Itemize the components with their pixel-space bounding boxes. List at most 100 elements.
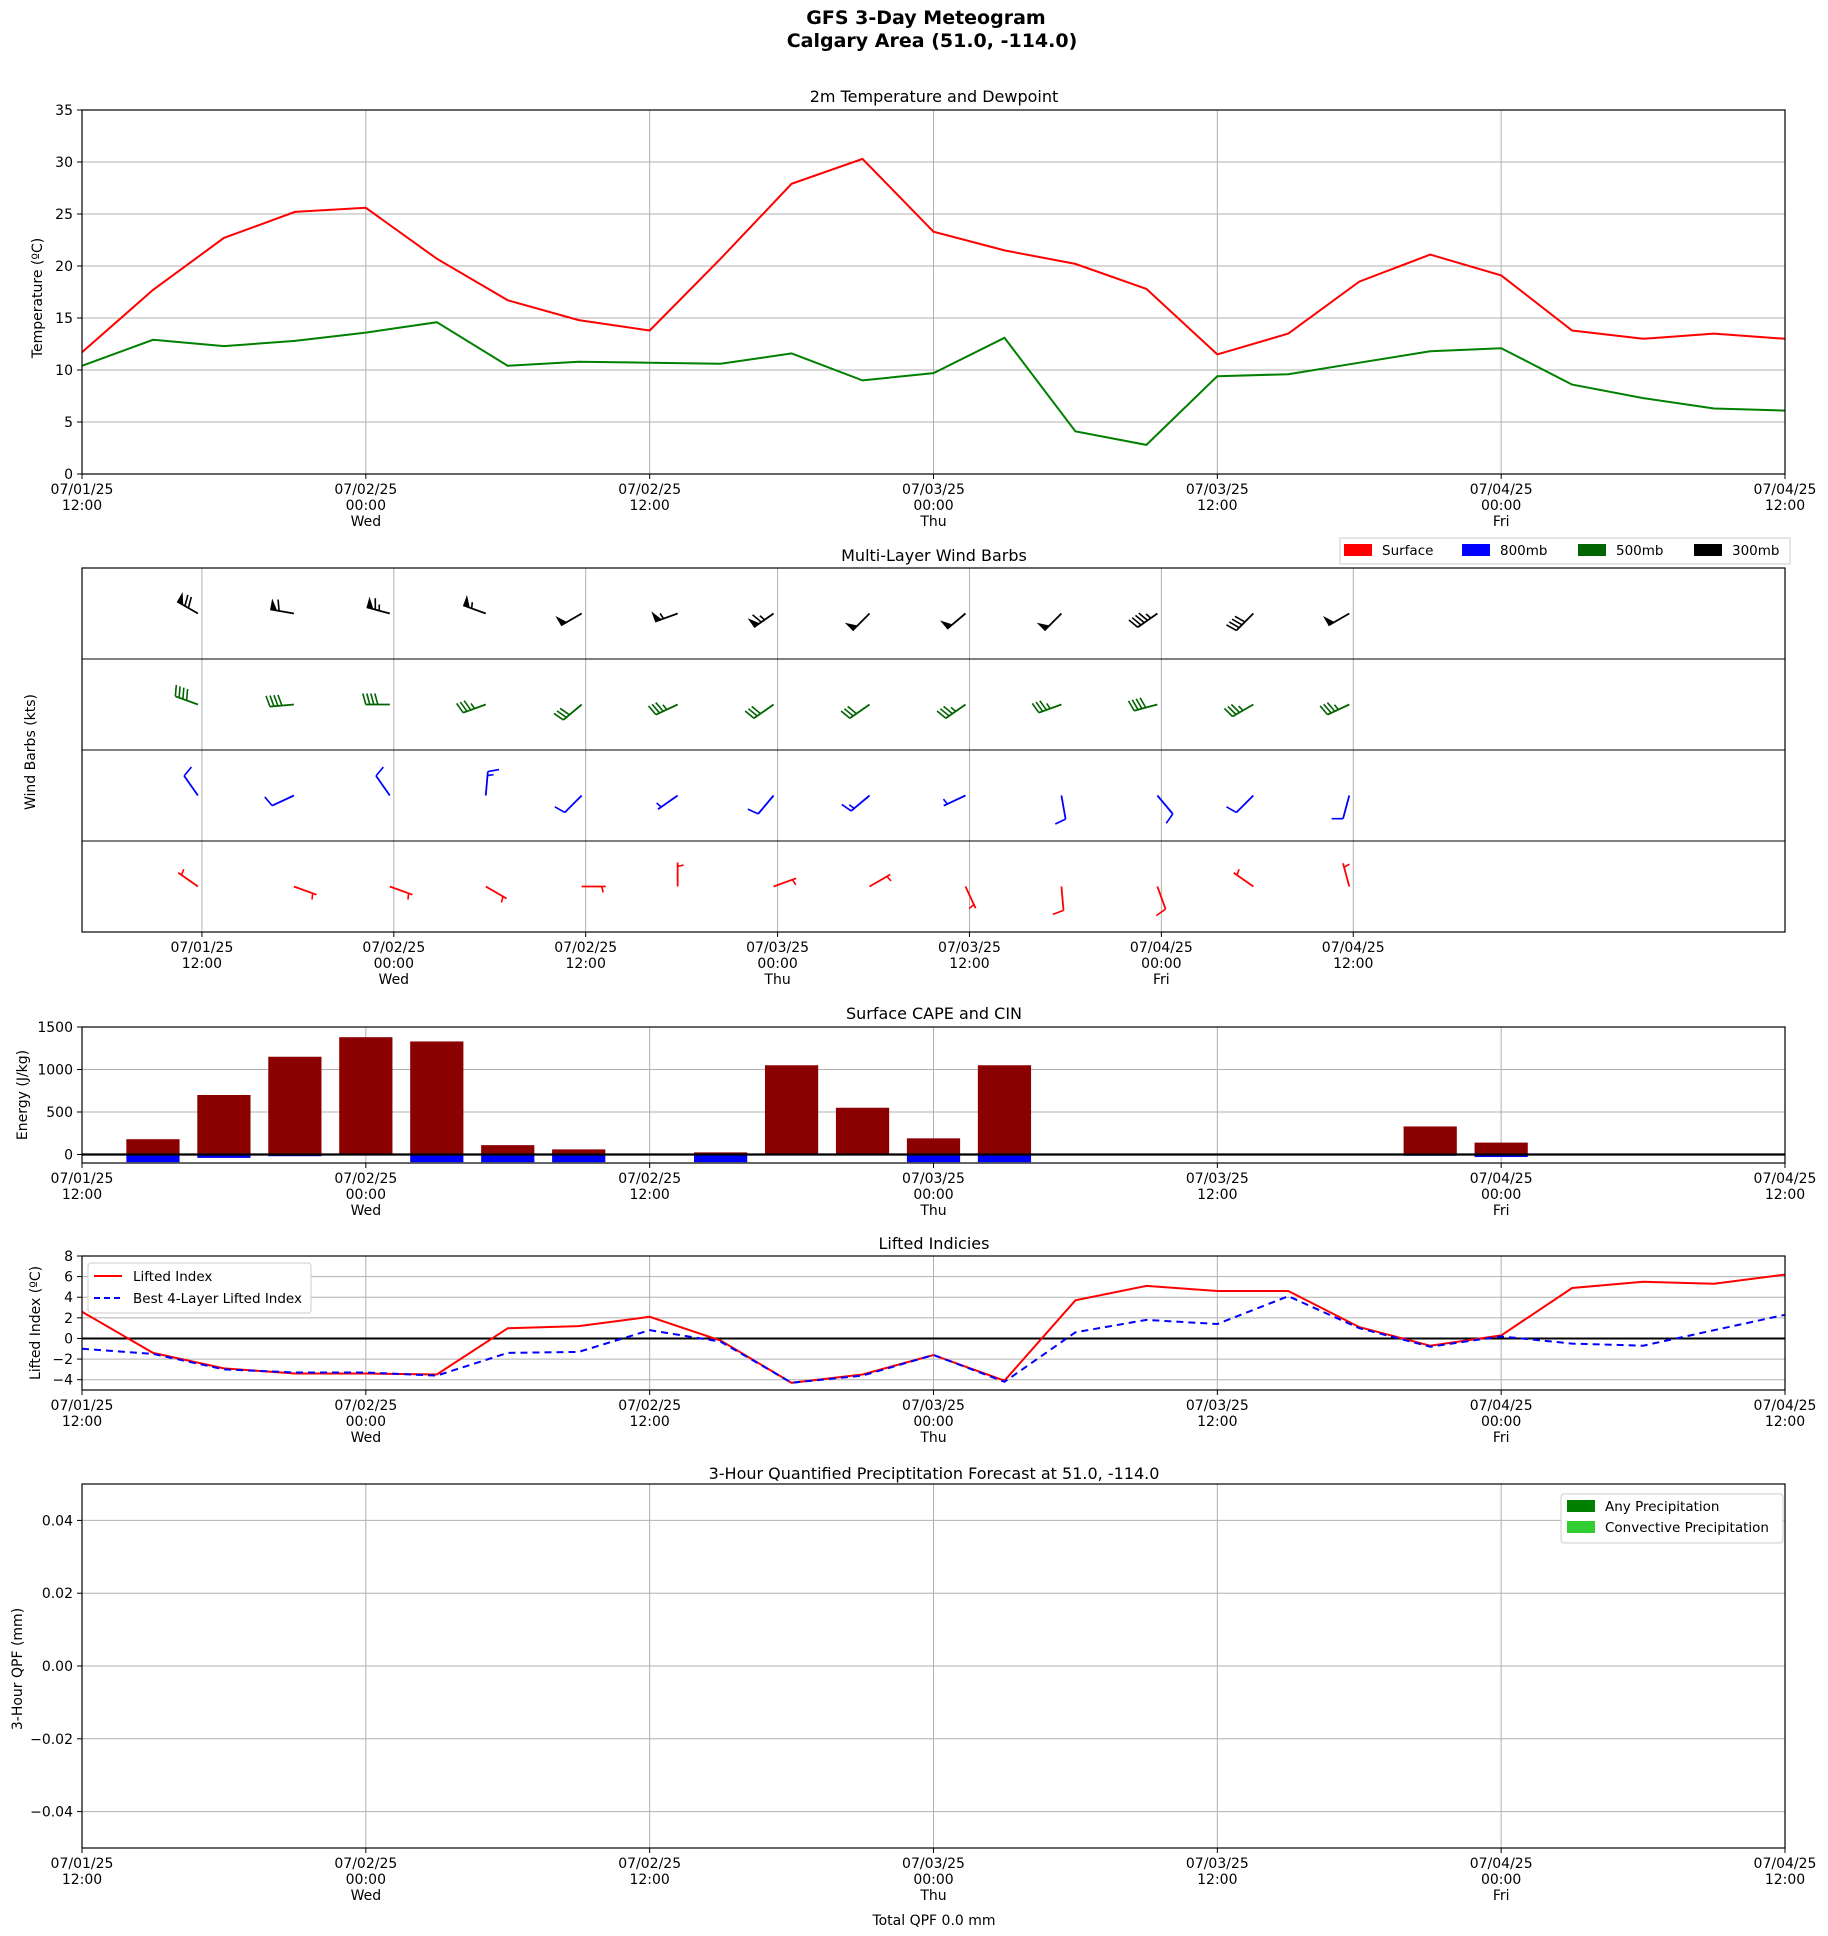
li-ytick-label: 0: [64, 1331, 73, 1347]
cape-ylabel: Energy (J/kg): [15, 1050, 31, 1140]
wind-barb-full: [747, 808, 759, 815]
wind-xtick-time: 12:00: [566, 956, 606, 972]
temp-ytick-label: 30: [55, 155, 73, 171]
wind-barb-full: [559, 707, 570, 716]
wind-barb-500mb: [174, 684, 199, 706]
wind-barb-full: [1134, 614, 1145, 624]
wind-barb-800mb: [264, 794, 295, 807]
temp-ytick-label: 0: [64, 467, 73, 483]
qpf-ytick-label: −0.02: [30, 1732, 73, 1748]
wind-barb-full: [183, 766, 193, 777]
wind-barb-surface: [676, 862, 684, 887]
wind-barb-surface: [581, 885, 606, 893]
cin-bar: [1474, 1154, 1528, 1158]
temperature-line: [81, 157, 1786, 356]
wind-barb-full: [273, 694, 279, 707]
wind-barb-flag: [555, 615, 567, 626]
wind-barb-500mb: [647, 702, 679, 716]
wind-barb-300mb: [555, 612, 583, 627]
wind-barb-full: [264, 796, 273, 807]
wind-frame: [81, 567, 1786, 933]
wind-barb-full: [366, 693, 371, 705]
wind-barb-surface: [485, 885, 507, 903]
wind-barb-half: [500, 896, 504, 903]
wind-barb-shaft: [462, 604, 487, 615]
lifted-index-panel-title: Lifted Indicies: [879, 1234, 990, 1253]
wind-barb-surface: [964, 886, 977, 910]
wind-barb-full: [1223, 707, 1234, 718]
wind-xtick-time: 12:00: [182, 956, 222, 972]
lifted-index-ylabel: Lifted Index (ºC): [28, 1266, 44, 1380]
wind-barb-full: [840, 710, 851, 719]
wind-xtick-date: 07/02/25: [554, 940, 617, 956]
cin-bar: [410, 1154, 464, 1163]
temp-ytick-label: 5: [64, 415, 73, 431]
wind-barb-half: [311, 893, 314, 900]
wind-barb-500mb: [840, 703, 871, 720]
wind-barb-full: [1035, 701, 1044, 712]
wind-barb-half: [659, 613, 665, 620]
li-ytick-label: 2: [64, 1311, 73, 1327]
wind-barb-half: [968, 904, 975, 910]
wind-barb-800mb: [656, 794, 679, 811]
cape-bar: [197, 1095, 251, 1155]
wind-barb-full: [277, 599, 280, 611]
qpf-xtick-time: 00:00: [346, 1872, 386, 1888]
wind-barb-surface: [1342, 863, 1351, 887]
wind-barb-shaft: [1156, 886, 1167, 910]
qpf-xtick-date: 07/02/25: [334, 1856, 397, 1872]
wind-barb-full: [1165, 813, 1174, 824]
legend-swatch-800mb: [1462, 544, 1490, 556]
qpf-legend: Any Precipitation Convective Precipitati…: [1560, 1493, 1784, 1544]
qpf-xtick-time: 12:00: [62, 1872, 102, 1888]
temp-xtick-date: 07/03/25: [902, 482, 965, 498]
best-lifted-index-line: [81, 1295, 1786, 1384]
qpf-ytick-label: −0.04: [30, 1805, 73, 1821]
wind-barb-800mb: [841, 794, 871, 812]
wind-barb-full: [185, 688, 189, 701]
wind-barb-800mb: [747, 794, 775, 815]
temperature-panel: 2m Temperature and Dewpoint Temperature …: [30, 87, 1816, 530]
wind-barb-shaft: [375, 775, 391, 797]
cape-bar: [1474, 1142, 1528, 1155]
wind-xtick-date: 07/03/25: [746, 940, 809, 956]
cape-xtick-time: 12:00: [1197, 1187, 1237, 1203]
wind-barb-300mb: [940, 612, 967, 630]
wind-barb-half: [407, 893, 410, 900]
lifted-index-panel: Lifted Indicies Lifted Index (ºC) −4 −2 0 2…: [28, 1234, 1816, 1446]
qpf-frame: [81, 1483, 1786, 1849]
wind-barb-full: [1052, 909, 1064, 916]
wind-barb-800mb: [942, 794, 966, 807]
wind-barb-surface: [1155, 886, 1167, 917]
legend-label-any-precip: Any Precipitation: [1605, 1499, 1719, 1515]
wind-barb-500mb: [553, 703, 583, 721]
li-xtick-day: Thu: [919, 1430, 946, 1446]
wind-barb-800mb: [1331, 795, 1351, 820]
qpf-xtick-day: Thu: [919, 1888, 946, 1904]
wind-barb-800mb: [183, 766, 199, 797]
temp-xtick-time: 12:00: [1197, 498, 1237, 514]
wind-barb-shaft: [1342, 863, 1351, 887]
wind-barb-full: [1228, 621, 1240, 629]
legend-label-convective-precip: Convective Precipitation: [1605, 1520, 1769, 1536]
li-xtick-time: 00:00: [913, 1414, 953, 1430]
wind-barb-half: [759, 615, 766, 621]
cape-ytick-label: 500: [46, 1105, 73, 1121]
wind-barb-shaft: [271, 794, 295, 807]
temp-ytick-label: 25: [55, 207, 73, 223]
wind-barb-shaft: [177, 871, 199, 888]
cape-bar: [906, 1138, 961, 1155]
cin-bar: [977, 1154, 1032, 1163]
wind-barb-500mb: [362, 693, 390, 706]
cape-ytick-label: 0: [64, 1148, 73, 1164]
wind-barb-full: [647, 705, 657, 716]
wind-barb-500mb: [265, 694, 294, 708]
wind-xtick-time: 00:00: [1141, 956, 1181, 972]
wind-barb-half: [1238, 705, 1244, 712]
qpf-xtick-date: 07/03/25: [1186, 1856, 1249, 1872]
wind-barb-half: [1046, 703, 1051, 710]
legend-label-lifted-index: Lifted Index: [133, 1269, 212, 1285]
temperature-ylabel: Temperature (ºC): [30, 238, 46, 359]
temp-xtick-day: Fri: [1493, 514, 1510, 530]
wind-barb-shaft: [753, 612, 775, 629]
